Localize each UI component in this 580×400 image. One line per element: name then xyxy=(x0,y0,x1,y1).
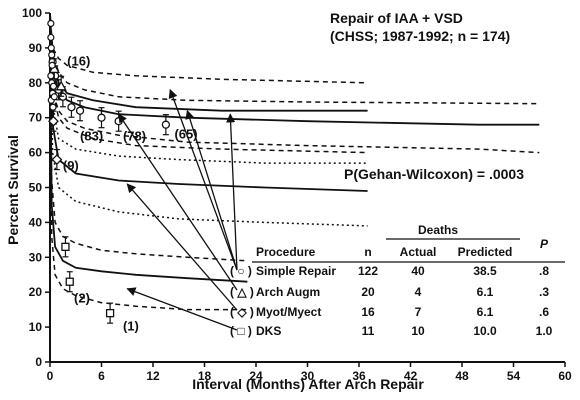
y-tick-label: 10 xyxy=(29,320,43,334)
x-tick-label: 48 xyxy=(455,369,469,383)
table-row-symbol: ( ◇ ) xyxy=(230,305,254,319)
x-tick-label: 12 xyxy=(146,369,160,383)
table-row-procedure: Simple Repair xyxy=(256,264,336,278)
count-label: (9) xyxy=(63,158,79,173)
y-tick-label: 80 xyxy=(29,76,43,90)
x-tick-label: 24 xyxy=(249,369,263,383)
y-tick-label: 40 xyxy=(29,215,43,229)
count-label: (78) xyxy=(123,128,146,143)
x-tick-label: 36 xyxy=(352,369,366,383)
data-point-circle xyxy=(47,19,55,28)
x-tick-label: 42 xyxy=(404,369,418,383)
deaths-table: Deaths Procedure n Actual Predicted P ( … xyxy=(230,223,565,338)
data-point-circle xyxy=(47,44,55,52)
data-point-circle xyxy=(47,33,55,42)
y-tick-label: 0 xyxy=(35,355,42,369)
table-row-actual: 40 xyxy=(411,264,425,278)
table-header-p: P xyxy=(540,237,549,251)
data-point-circle xyxy=(49,82,58,90)
chart-title: Repair of IAA + VSD xyxy=(330,10,463,26)
table-deaths-header: Deaths xyxy=(418,223,458,237)
p-value-label: P(Gehan-Wilcoxon) = .0003 xyxy=(344,166,524,182)
arrows xyxy=(118,88,238,331)
x-tick-label: 18 xyxy=(198,369,212,383)
data-point-square xyxy=(105,308,115,318)
series-triangle-upper-band xyxy=(49,12,368,84)
data-point-circle xyxy=(50,93,58,101)
table-row-predicted: 38.5 xyxy=(473,264,497,278)
data-point-square xyxy=(65,277,74,286)
data-points: (83)(78)(65)(16)(9)(2)(1) xyxy=(47,19,198,334)
y-tick-label: 90 xyxy=(29,41,43,55)
count-label: (1) xyxy=(123,319,139,334)
table-row-procedure: Arch Augm xyxy=(256,285,320,299)
series-square-curve xyxy=(49,12,248,283)
table-header-n: n xyxy=(364,245,371,259)
table-row-procedure: Myot/Myect xyxy=(256,305,321,319)
series-square-lower-band xyxy=(49,12,248,311)
table-row-p: .3 xyxy=(539,285,549,299)
x-tick-label: 0 xyxy=(47,369,54,383)
count-label: (16) xyxy=(67,53,90,68)
x-tick-label: 6 xyxy=(98,369,105,383)
y-axis-label: Percent Survival xyxy=(5,135,21,245)
survival-curves xyxy=(49,12,540,283)
table-row-actual: 4 xyxy=(415,285,422,299)
table-row-n: 122 xyxy=(358,264,378,278)
count-label: (2) xyxy=(74,291,90,306)
x-tick-label: 54 xyxy=(507,369,521,383)
y-tick-label: 100 xyxy=(22,6,42,20)
table-row-actual: 7 xyxy=(415,305,422,319)
series-circle-upper-band xyxy=(49,12,540,105)
pointer-arrow xyxy=(126,183,238,311)
pointer-arrow xyxy=(118,113,238,291)
data-point-circle xyxy=(48,51,56,59)
y-tick-label: 60 xyxy=(29,146,43,160)
data-point-circle xyxy=(75,106,85,115)
series-square-upper-band xyxy=(49,12,248,262)
table-row-predicted: 10.0 xyxy=(473,324,497,338)
table-row-p: .8 xyxy=(539,264,549,278)
x-tick-label: 60 xyxy=(558,369,572,383)
data-point-circle xyxy=(97,113,106,122)
data-point-square xyxy=(61,242,70,251)
data-point-circle xyxy=(47,72,55,80)
table-row-procedure: DKS xyxy=(256,324,281,338)
pointer-arrow xyxy=(185,109,238,271)
pointer-arrow xyxy=(226,113,238,271)
data-point-circle xyxy=(67,103,76,112)
table-row-predicted: 6.1 xyxy=(477,285,494,299)
table-row-n: 16 xyxy=(361,305,375,319)
data-point-triangle xyxy=(55,80,67,91)
table-row-symbol: ( ○ ) xyxy=(230,264,252,278)
data-point-circle xyxy=(48,61,56,69)
table-row-n: 11 xyxy=(362,324,375,338)
table-row-n: 20 xyxy=(361,285,375,299)
data-point-circle xyxy=(49,103,57,111)
data-point-diamond xyxy=(48,115,59,127)
table-row-symbol: ( □ ) xyxy=(230,324,252,338)
series-triangle-curve xyxy=(49,12,368,112)
table-row-actual: 10 xyxy=(411,324,425,338)
table-header-predicted: Predicted xyxy=(458,245,513,259)
y-tick-label: 30 xyxy=(29,250,43,264)
y-tick-label: 50 xyxy=(29,181,43,195)
table-row-p: 1.0 xyxy=(536,324,553,338)
y-tick-label: 20 xyxy=(29,285,43,299)
table-row-symbol: ( △ ) xyxy=(230,285,254,299)
x-axis-label: Interval (Months) After Arch Repair xyxy=(192,376,424,392)
y-tick-label: 70 xyxy=(29,111,43,125)
table-header-procedure: Procedure xyxy=(256,245,316,259)
table-row-p: .6 xyxy=(539,305,549,319)
chart-subtitle: (CHSS; 1987-1992; n = 174) xyxy=(330,28,510,44)
table-header-actual: Actual xyxy=(400,245,437,259)
data-point-diamond xyxy=(51,154,63,165)
table-row-predicted: 6.1 xyxy=(477,305,494,319)
x-tick-label: 30 xyxy=(301,369,315,383)
pointer-arrow xyxy=(168,88,238,271)
data-point-circle xyxy=(161,120,171,129)
count-label: (83) xyxy=(80,128,103,143)
pointer-arrow xyxy=(126,287,238,331)
